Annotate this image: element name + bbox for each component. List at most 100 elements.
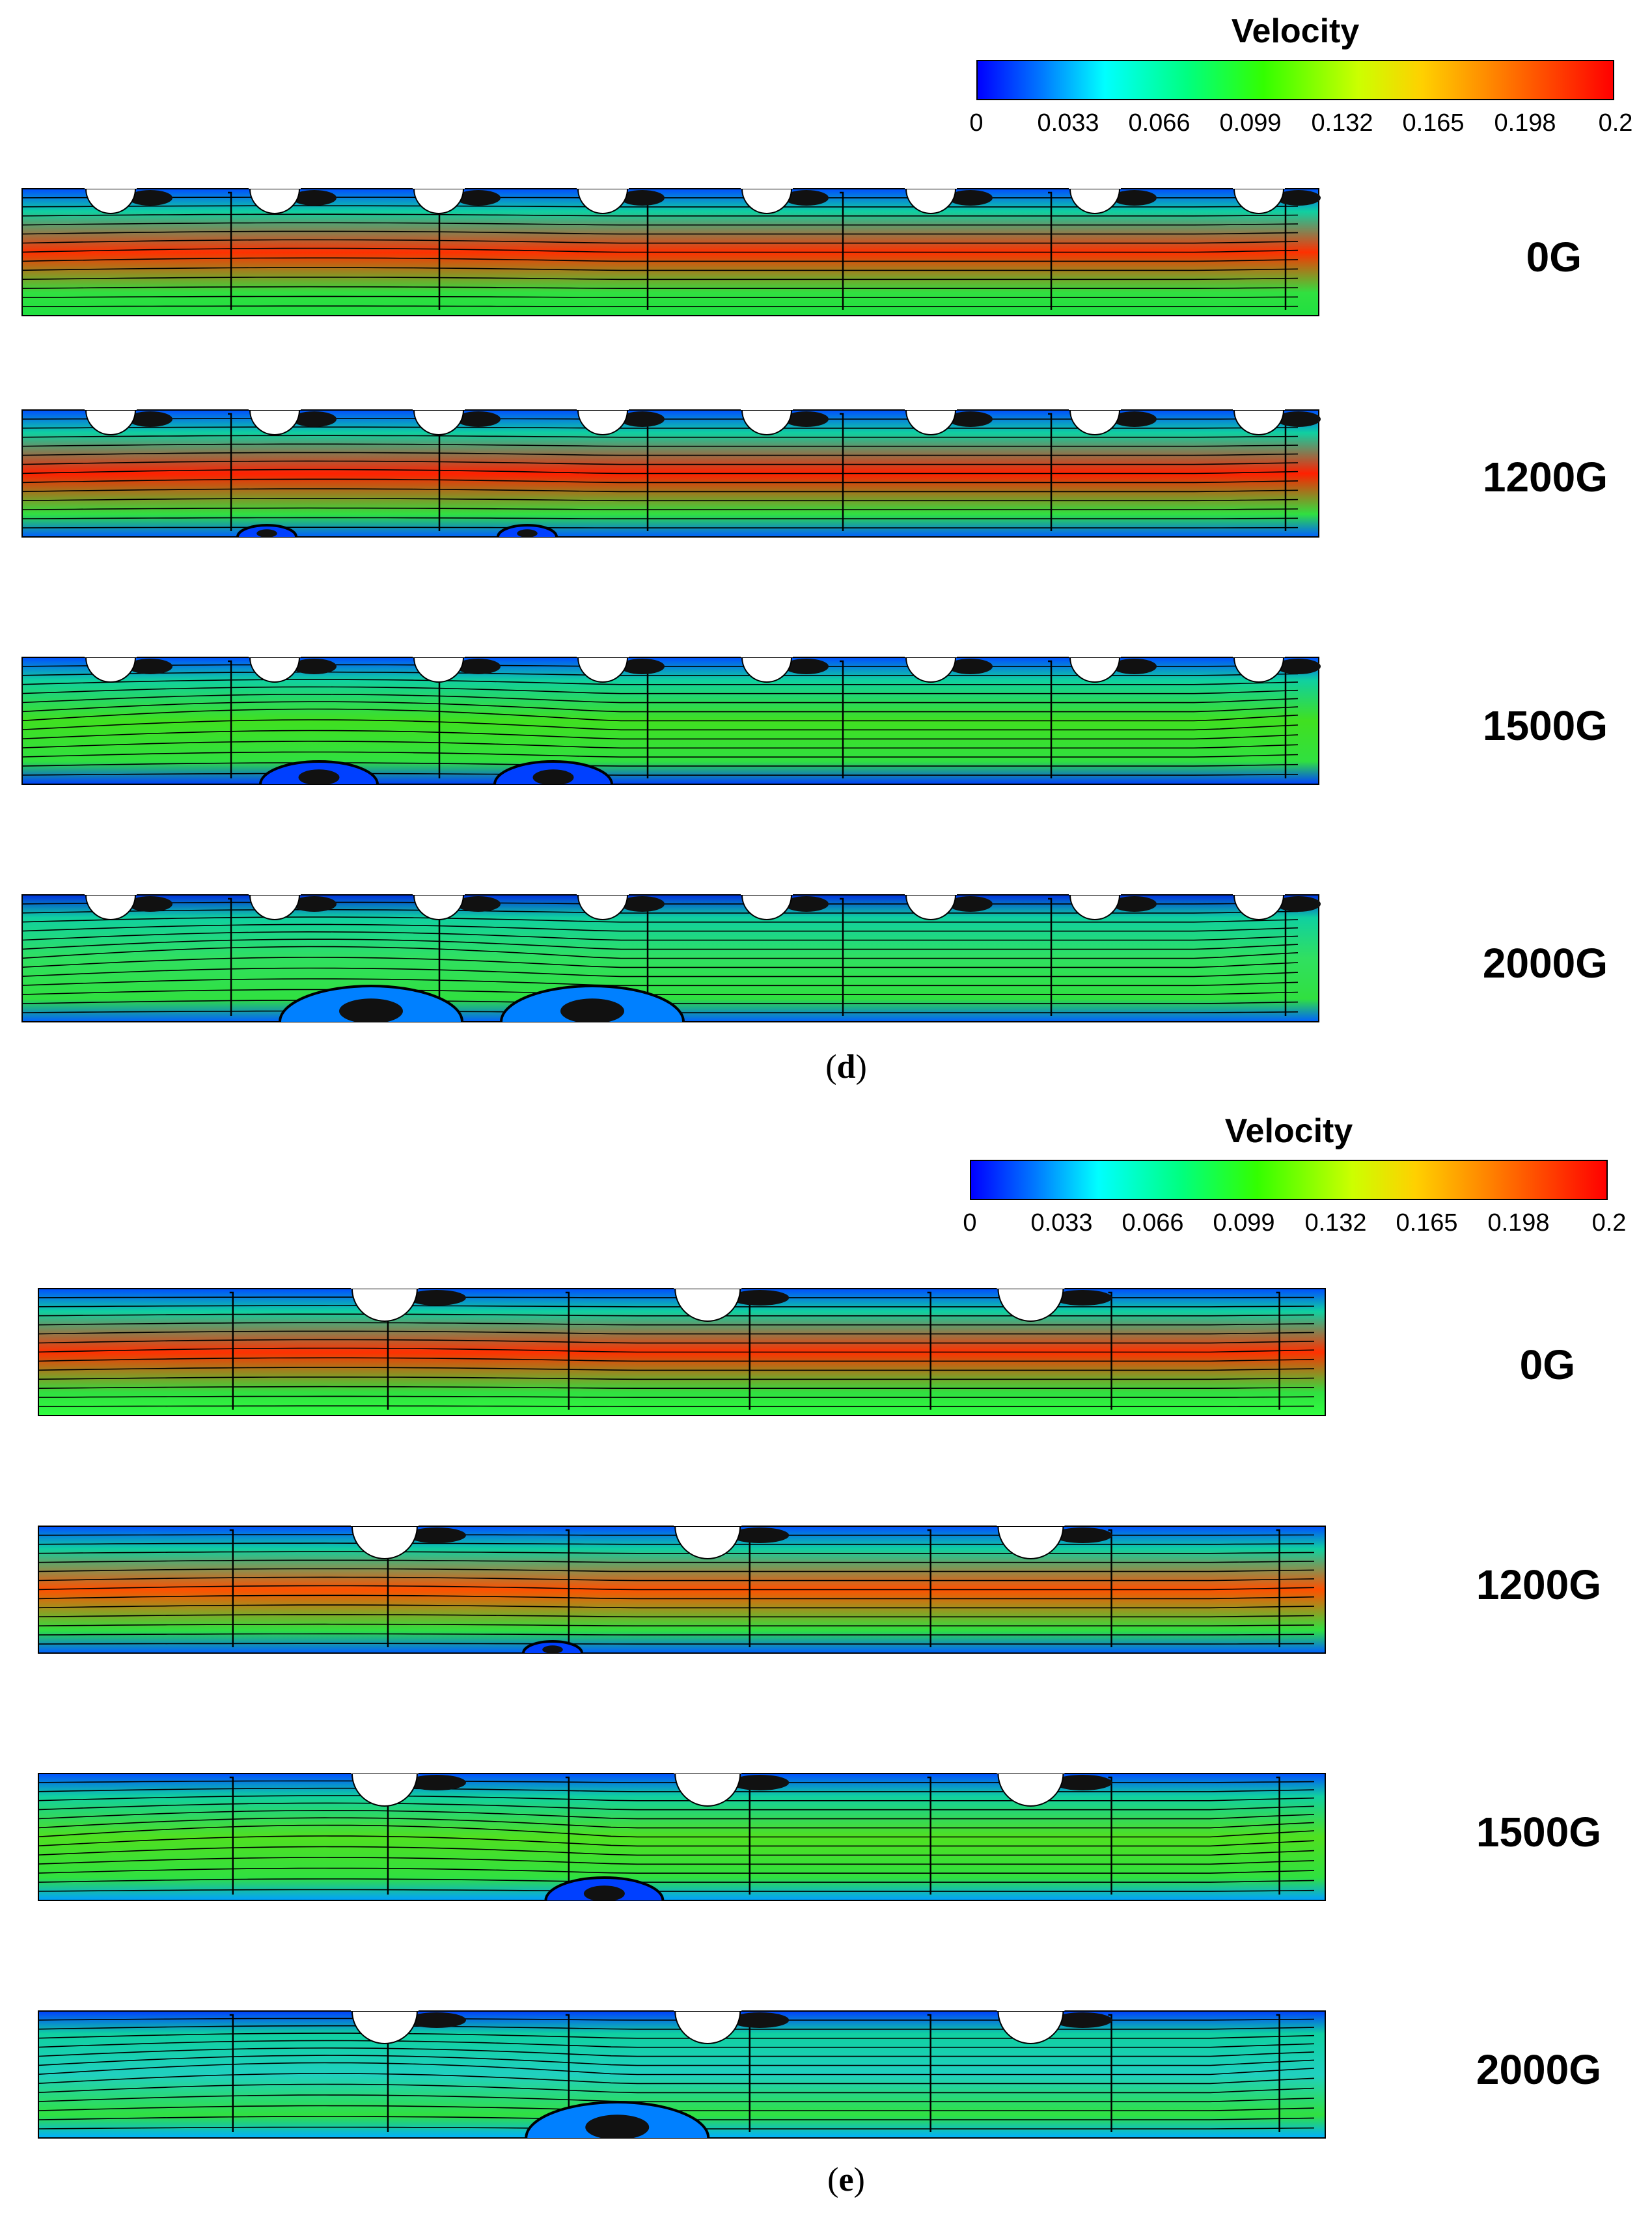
arrow-column: [644, 660, 649, 778]
panel-label: 0G: [1519, 1341, 1575, 1388]
wall-vortex: [456, 659, 501, 674]
colorbar-tick: 0.2: [1598, 109, 1633, 137]
wall-bump: [741, 188, 793, 214]
streamline: [38, 1568, 1315, 1572]
vortex-core: [532, 769, 574, 784]
arrow-column: [228, 660, 232, 778]
bump-gap: [741, 404, 793, 410]
arrow-column: [1276, 1291, 1280, 1410]
colorbar-tick: 0.132: [1311, 109, 1373, 137]
wall-vortex: [1112, 659, 1157, 674]
flow-panel-d-0G: [21, 182, 1321, 316]
arrow-column: [1282, 191, 1287, 310]
bump-gap: [350, 1520, 419, 1526]
streamline: [38, 2033, 1315, 2039]
colorbar-tick: 0.099: [1219, 109, 1282, 137]
colorbar-tick: 0.033: [1030, 1209, 1093, 1237]
bump-gap: [249, 651, 301, 657]
colorbar-tick: 0.132: [1304, 1209, 1367, 1237]
wall-bump: [997, 1288, 1064, 1322]
arrow-column: [229, 1529, 234, 1647]
bump-gap: [997, 1282, 1065, 1289]
bump-gap: [85, 182, 137, 189]
streamline: [38, 1824, 1315, 1838]
wall-vortex: [128, 659, 172, 674]
vortex-core: [517, 529, 538, 537]
streamline: [38, 2040, 1315, 2048]
streamline: [38, 2055, 1315, 2066]
wall-bump: [351, 1288, 418, 1322]
arrow-column: [565, 1529, 570, 1647]
wall-bump: [249, 657, 301, 683]
colorbar-e: [970, 1160, 1608, 1200]
arrow-column: [1048, 660, 1053, 778]
arrow-column: [927, 1291, 931, 1410]
streamline: [38, 1330, 1315, 1335]
bump-gap: [741, 182, 793, 189]
bump-gap: [997, 2005, 1065, 2011]
bump-gap: [1233, 651, 1285, 657]
wall-bump: [85, 894, 137, 920]
arrow-column: [1276, 1529, 1280, 1647]
streamline: [38, 2094, 1315, 2103]
wall-vortex: [1053, 1290, 1112, 1306]
streamline: [38, 1835, 1315, 1847]
streamline: [38, 2073, 1315, 2085]
streamline: [22, 286, 1299, 289]
wall-vortex: [292, 659, 337, 674]
arrow-column: [746, 1529, 750, 1647]
bump-gap: [413, 888, 465, 895]
arrow-column: [1108, 2014, 1112, 2132]
wall-vortex: [948, 896, 993, 912]
streamline: [38, 1878, 1315, 1883]
wall-bump: [905, 188, 957, 214]
wall-vortex: [1276, 659, 1321, 674]
streamline: [38, 2047, 1315, 2057]
wall-bump: [741, 894, 793, 920]
arrow-column: [927, 1529, 931, 1647]
streamline: [38, 1846, 1315, 1856]
bump-gap: [577, 651, 629, 657]
wall-vortex: [784, 659, 829, 674]
wall-bump: [674, 2010, 741, 2044]
arrow-column: [1108, 1291, 1112, 1410]
wall-bump: [249, 894, 301, 920]
flow-panel-e-2000G: [38, 2005, 1326, 2139]
bump-gap: [1069, 182, 1121, 189]
wall-bump: [741, 409, 793, 435]
wall-vortex: [730, 2012, 790, 2028]
colorbar-tick: 0.198: [1487, 1209, 1550, 1237]
arrow-column: [565, 1776, 570, 1895]
bump-gap: [350, 1767, 419, 1773]
arrow-column: [1282, 413, 1287, 531]
streamline: [38, 1551, 1315, 1554]
wall-vortex: [1053, 2012, 1112, 2028]
streamline: [38, 1795, 1315, 1801]
bump-gap: [413, 182, 465, 189]
streamline: [38, 1305, 1315, 1308]
panel-label: 1200G: [1482, 454, 1608, 500]
wall-vortex: [1053, 1527, 1112, 1543]
wall-bump: [1069, 657, 1121, 683]
wall-vortex: [1053, 1775, 1112, 1790]
panel-label: 2000G: [1482, 940, 1608, 987]
wall-vortex: [128, 896, 172, 912]
colorbar-tick: 0.066: [1122, 1209, 1184, 1237]
arrow-column: [229, 1776, 234, 1895]
wall-bump: [674, 1526, 741, 1559]
wall-vortex: [292, 411, 337, 427]
panel-label: 1200G: [1476, 1561, 1601, 1608]
colorbar-tick: 0.165: [1402, 109, 1465, 137]
streamline: [22, 305, 1299, 307]
bump-gap: [1069, 404, 1121, 410]
streamline: [22, 443, 1299, 447]
figure-caption-e: (e): [827, 2161, 865, 2198]
streamline: [38, 2062, 1315, 2075]
wall-bump: [1069, 188, 1121, 214]
figure-caption-d: (d): [825, 1048, 867, 1086]
vortex-core: [542, 1645, 563, 1653]
wall-vortex: [784, 896, 829, 912]
wall-vortex: [730, 1775, 790, 1790]
arrow-column: [1048, 413, 1053, 531]
arrow-column: [840, 191, 844, 310]
